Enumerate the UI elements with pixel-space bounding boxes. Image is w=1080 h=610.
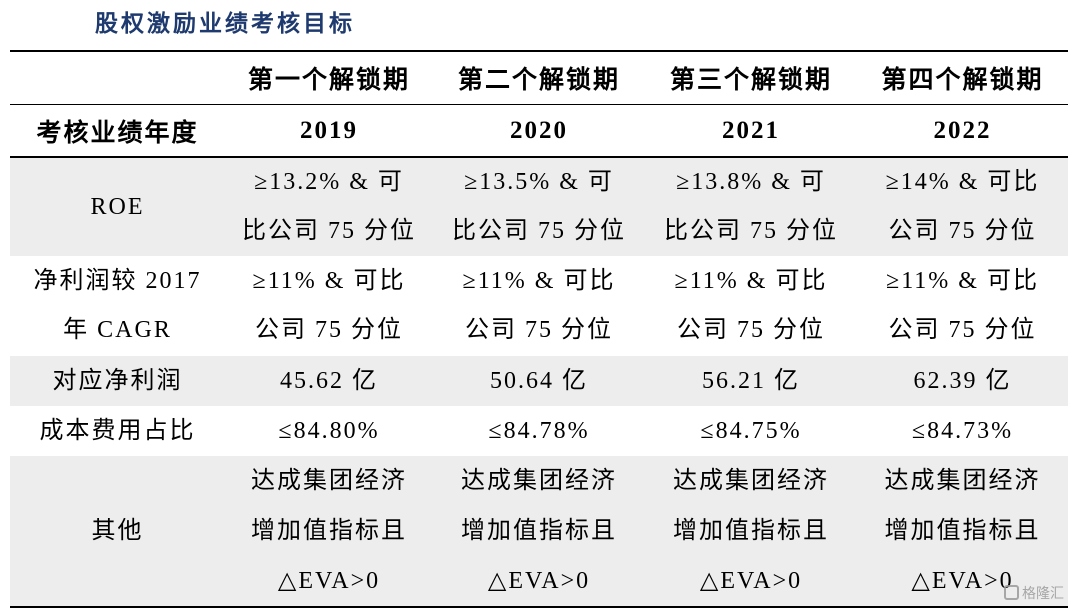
cell-line: 达成集团经济	[884, 468, 1041, 494]
cell-other-1: 达成集团经济 增加值指标且 △EVA>0	[225, 456, 433, 608]
cell-line: 62.39 亿	[913, 367, 1012, 394]
cell-cost-ratio-2: ≤84.78%	[433, 406, 645, 456]
page-title: 股权激励业绩考核目标	[95, 11, 355, 36]
cell-other-4: 达成集团经济 增加值指标且 △EVA>0	[857, 456, 1068, 608]
cell-cost-ratio-1: ≤84.80%	[225, 406, 433, 456]
cell-line: △EVA>0	[277, 568, 381, 594]
table-row-net-profit: 对应净利润 45.62 亿 50.64 亿 56.21 亿 62.39 亿	[10, 356, 1068, 406]
cell-line: ≥11% & 可比	[252, 268, 406, 294]
table-row-roe: ROE ≥13.2% & 可 比公司 75 分位 ≥13.5% & 可 比公司 …	[10, 157, 1068, 256]
header-corner-cell	[10, 50, 225, 105]
cell-line: ≥11% & 可比	[674, 268, 828, 294]
glh-logo-icon	[1004, 585, 1019, 600]
cell-roe-3: ≥13.8% & 可 比公司 75 分位	[645, 157, 857, 256]
year-row-label: 考核业绩年度	[10, 104, 225, 158]
cell-line: △EVA>0	[911, 568, 1014, 594]
header-row-periods: 第一个解锁期 第二个解锁期 第三个解锁期 第四个解锁期	[10, 50, 1068, 105]
cell-line: ≥13.8% & 可	[676, 169, 826, 195]
row-label-cost-ratio: 成本费用占比	[10, 406, 225, 456]
period-header-2: 第二个解锁期	[433, 50, 645, 105]
cell-line: 45.62 亿	[280, 367, 378, 394]
cell-roe-4: ≥14% & 可比 公司 75 分位	[857, 157, 1068, 256]
cell-cagr-3: ≥11% & 可比 公司 75 分位	[645, 256, 857, 356]
table-row-net-profit-cagr: 净利润较 2017 年 CAGR ≥11% & 可比 公司 75 分位 ≥11%…	[10, 256, 1068, 356]
cell-net-profit-4: 62.39 亿	[857, 356, 1068, 406]
cell-roe-1: ≥13.2% & 可 比公司 75 分位	[225, 157, 433, 256]
label-line: 对应净利润	[52, 367, 183, 394]
cell-line: ≥11% & 可比	[886, 268, 1039, 294]
cell-line: 公司 75 分位	[677, 317, 825, 343]
cell-line: 增加值指标且	[884, 518, 1041, 544]
table-row-cost-ratio: 成本费用占比 ≤84.80% ≤84.78% ≤84.75% ≤84.73%	[10, 406, 1068, 456]
cell-net-profit-1: 45.62 亿	[225, 356, 433, 406]
row-label-other: 其他	[10, 456, 225, 608]
label-line: 成本费用占比	[39, 417, 196, 444]
year-cell-1: 2019	[225, 104, 433, 158]
year-cell-2: 2020	[433, 104, 645, 158]
period-header-1: 第一个解锁期	[225, 50, 433, 105]
cell-line: 公司 75 分位	[888, 317, 1037, 343]
cell-line: 公司 75 分位	[888, 218, 1037, 244]
label-line: 净利润较 2017	[33, 268, 202, 294]
cell-line: ≥14% & 可比	[885, 169, 1040, 195]
cell-line: 增加值指标且	[251, 518, 407, 544]
cell-line: 增加值指标且	[673, 518, 829, 544]
row-label-roe: ROE	[10, 157, 225, 256]
table-row-other: 其他 达成集团经济 增加值指标且 △EVA>0 达成集团经济 增加值指标且 △E…	[10, 456, 1068, 608]
row-label-net-profit-cagr: 净利润较 2017 年 CAGR	[10, 256, 225, 356]
cell-net-profit-2: 50.64 亿	[433, 356, 645, 406]
cell-line: 公司 75 分位	[465, 317, 613, 343]
cell-line: △EVA>0	[487, 568, 591, 594]
cell-line: 56.21 亿	[702, 367, 800, 394]
period-header-4: 第四个解锁期	[857, 50, 1068, 105]
year-cell-3: 2021	[645, 104, 857, 158]
header-row-years: 考核业绩年度 2019 2020 2021 2022	[10, 104, 1068, 158]
cell-roe-2: ≥13.5% & 可 比公司 75 分位	[433, 157, 645, 256]
period-header-3: 第三个解锁期	[645, 50, 857, 105]
cell-cost-ratio-4: ≤84.73%	[857, 406, 1068, 456]
cell-line: 增加值指标且	[461, 518, 617, 544]
cell-line: △EVA>0	[699, 568, 803, 594]
cell-line: ≥11% & 可比	[462, 268, 616, 294]
cell-line: 50.64 亿	[490, 367, 588, 394]
label-line: 年 CAGR	[63, 317, 172, 343]
cell-cagr-1: ≥11% & 可比 公司 75 分位	[225, 256, 433, 356]
cell-line: ≤84.80%	[278, 417, 380, 444]
cell-line: 比公司 75 分位	[452, 218, 626, 244]
cell-line: 达成集团经济	[673, 468, 829, 494]
cell-line: ≤84.73%	[911, 417, 1014, 444]
label-line: ROE	[90, 193, 145, 220]
cell-cagr-4: ≥11% & 可比 公司 75 分位	[857, 256, 1068, 356]
cell-other-3: 达成集团经济 增加值指标且 △EVA>0	[645, 456, 857, 608]
cell-line: 达成集团经济	[461, 468, 617, 494]
cell-line: 比公司 75 分位	[664, 218, 838, 244]
kpi-table: 第一个解锁期 第二个解锁期 第三个解锁期 第四个解锁期 考核业绩年度 2019 …	[10, 50, 1068, 608]
cell-other-2: 达成集团经济 增加值指标且 △EVA>0	[433, 456, 645, 608]
watermark: 格隆汇	[1004, 585, 1064, 603]
cell-line: 达成集团经济	[251, 468, 407, 494]
cell-cost-ratio-3: ≤84.75%	[645, 406, 857, 456]
cell-line: 比公司 75 分位	[242, 218, 416, 244]
cell-line: ≤84.78%	[488, 417, 590, 444]
watermark-text: 格隆汇	[1022, 586, 1064, 602]
cell-net-profit-3: 56.21 亿	[645, 356, 857, 406]
year-cell-4: 2022	[857, 104, 1068, 158]
cell-line: 公司 75 分位	[255, 317, 403, 343]
cell-line: ≥13.2% & 可	[254, 169, 404, 195]
cell-line: ≥13.5% & 可	[464, 169, 614, 195]
label-line: 其他	[91, 518, 144, 544]
cell-cagr-2: ≥11% & 可比 公司 75 分位	[433, 256, 645, 356]
cell-line: ≤84.75%	[700, 417, 802, 444]
row-label-net-profit: 对应净利润	[10, 356, 225, 406]
